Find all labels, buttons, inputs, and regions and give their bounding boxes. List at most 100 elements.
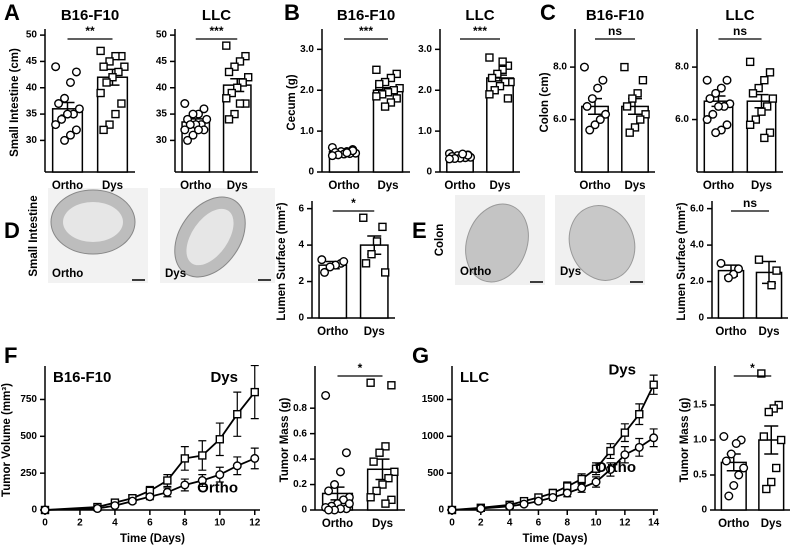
x-tick-label: 0 <box>449 518 455 529</box>
data-point <box>579 62 589 72</box>
y-tick-label: 0 <box>426 167 432 178</box>
data-point <box>620 450 630 460</box>
x-tick-label: Ortho <box>444 180 475 192</box>
data-point <box>180 99 190 109</box>
x-tick-label: Dys <box>364 326 385 338</box>
y-tick-label: 0 <box>701 505 707 516</box>
data-point <box>372 65 381 74</box>
data-point <box>485 53 494 62</box>
y-tick-label: 0.5 <box>693 470 707 481</box>
x-tick-label: 2 <box>77 518 83 529</box>
bar <box>703 100 734 173</box>
y-axis-label: Tumor Mass (g) <box>679 397 691 482</box>
data-point <box>320 267 330 277</box>
chart-title: B16-F10 <box>586 7 644 24</box>
data-point <box>185 120 195 130</box>
data-point <box>590 120 600 130</box>
data-point <box>65 77 75 87</box>
data-point <box>739 463 749 473</box>
panel-letter: D <box>4 218 20 243</box>
bar <box>372 89 404 173</box>
x-tick-label: 8 <box>182 518 188 529</box>
data-point <box>51 62 61 72</box>
data-point <box>708 109 718 119</box>
error-bar <box>764 425 779 455</box>
x-tick-label: Dys <box>751 180 772 192</box>
data-point <box>180 454 190 463</box>
data-point <box>232 461 242 471</box>
data-point <box>366 378 375 387</box>
data-point <box>60 135 70 145</box>
y-axis-label: Tumor Volume (mm³) <box>1 383 13 497</box>
series-label: Ortho <box>595 459 636 476</box>
data-point <box>162 487 172 497</box>
data-point <box>341 448 351 458</box>
y-tick-label: 50 <box>156 30 168 41</box>
tissue-lumen <box>63 202 123 242</box>
x-tick-label: Dys <box>758 326 779 338</box>
chart-title: LLC <box>202 7 231 24</box>
data-point <box>215 435 224 444</box>
x-tick-label: 12 <box>249 518 261 529</box>
data-point <box>729 481 739 491</box>
tissue <box>465 203 529 283</box>
data-point <box>625 128 634 137</box>
y-tick-label: 6.0 <box>675 114 689 125</box>
x-tick-label: 2 <box>478 518 484 529</box>
data-point <box>359 213 368 222</box>
y-tick-label: 1500 <box>422 394 445 405</box>
data-point <box>582 101 592 111</box>
data-point <box>63 109 73 119</box>
image-title: Colon <box>434 224 446 257</box>
data-point <box>757 369 766 378</box>
image-label: Dys <box>560 266 581 278</box>
data-point <box>250 387 259 397</box>
y-tick-label: 2.0 <box>418 85 432 96</box>
data-point <box>117 99 126 108</box>
y-axis-label: Cecum (g) <box>286 74 298 130</box>
data-point <box>716 258 726 268</box>
data-point <box>366 493 375 502</box>
x-tick-label: Dys <box>624 180 645 192</box>
data-point <box>163 476 172 485</box>
data-point <box>378 222 387 232</box>
data-point <box>734 264 744 274</box>
data-point <box>772 463 781 473</box>
data-point <box>99 62 108 71</box>
data-point <box>375 448 384 457</box>
data-point <box>702 75 712 85</box>
x-tick-label: Dys <box>102 180 123 192</box>
data-point <box>198 451 207 460</box>
data-point <box>628 94 637 103</box>
y-tick-label: 8.0 <box>675 62 689 73</box>
data-point <box>180 480 190 490</box>
x-tick-label: 6 <box>536 518 542 529</box>
data-point <box>96 88 105 98</box>
data-point <box>222 94 231 103</box>
data-point <box>751 115 761 124</box>
x-tick-label: 6 <box>147 518 153 529</box>
data-point <box>458 149 468 159</box>
chart-title: LLC <box>465 7 494 24</box>
data-point <box>114 67 123 77</box>
y-tick-label: 250 <box>20 468 37 479</box>
data-point <box>335 467 345 477</box>
data-point <box>372 486 381 496</box>
data-point <box>233 410 242 419</box>
data-point <box>145 492 155 502</box>
y-tick-label: 6 <box>298 203 304 214</box>
image-title: Small Intestine <box>28 195 40 276</box>
x-tick-label: 10 <box>214 518 226 529</box>
data-point <box>605 464 615 474</box>
data-point <box>215 470 225 480</box>
y-axis-label: Colon (cm) <box>539 72 551 132</box>
data-point <box>533 496 543 506</box>
data-point <box>593 83 603 93</box>
y-tick-label: 1.0 <box>693 435 707 446</box>
data-point <box>381 268 390 277</box>
data-point <box>384 473 393 483</box>
bar <box>717 269 745 319</box>
chart-title: B16-F10 <box>53 369 111 386</box>
data-point <box>105 57 114 66</box>
data-point <box>324 505 334 515</box>
